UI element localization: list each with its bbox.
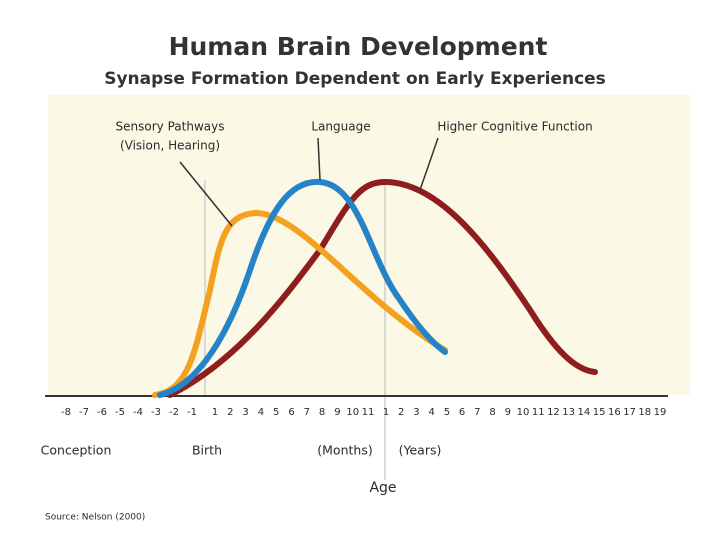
curve-label: Sensory Pathways	[116, 120, 225, 134]
tick-label: 4	[258, 407, 264, 418]
axis-label: (Years)	[399, 443, 442, 458]
tick-label: 5	[444, 407, 450, 418]
tick-label: 3	[413, 407, 419, 418]
tick-label: 13	[562, 407, 575, 418]
tick-label: 11	[362, 407, 375, 418]
tick-label: 7	[474, 407, 480, 418]
tick-label: 8	[319, 407, 325, 418]
tick-label: 17	[623, 407, 636, 418]
tick-label: -2	[169, 407, 179, 418]
tick-label: 19	[654, 407, 667, 418]
leader-line	[179, 161, 233, 227]
axis-label: Conception	[41, 443, 112, 458]
tick-label: 7	[304, 407, 310, 418]
tick-label: 2	[227, 407, 233, 418]
tick-label: -5	[115, 407, 125, 418]
curve-label: (Vision, Hearing)	[120, 139, 220, 153]
title: Human Brain Development	[169, 32, 548, 61]
curve-label: Higher Cognitive Function	[437, 120, 592, 134]
tick-label: 9	[505, 407, 511, 418]
tick-label: 15	[593, 407, 606, 418]
tick-label: 3	[242, 407, 248, 418]
tick-label: 11	[532, 407, 545, 418]
tick-label: 5	[273, 407, 279, 418]
tick-label: 1	[212, 407, 218, 418]
axis-label: (Months)	[317, 443, 372, 458]
tick-label: 12	[547, 407, 560, 418]
sensory-curve	[152, 209, 448, 398]
tick-label: 10	[346, 407, 359, 418]
tick-label: 2	[398, 407, 404, 418]
tick-label: -4	[133, 407, 143, 418]
source: Source: Nelson (2000)	[45, 513, 145, 523]
tick-label: -6	[97, 407, 107, 418]
curve-label: Language	[311, 120, 370, 134]
tick-label: -7	[79, 407, 89, 418]
leader-line	[317, 137, 321, 181]
higher-curve	[167, 178, 598, 398]
subtitle: Synapse Formation Dependent on Early Exp…	[104, 69, 606, 89]
tick-label: 16	[608, 407, 621, 418]
tick-labels: -8 -7 -6 -5 -4 -3 -2 -1 1 2 3 4 5 6 7 8 9 10 11 1 2 3 4 5 6 7 8 9 10…	[61, 407, 666, 418]
tick-label: 6	[459, 407, 465, 418]
tick-label: 10	[517, 407, 530, 418]
tick-label: 9	[334, 407, 340, 418]
tick-label: 8	[489, 407, 495, 418]
axis-label: Birth	[192, 443, 222, 458]
leader-line	[419, 137, 439, 191]
language-curve	[157, 178, 448, 398]
tick-label: -3	[151, 407, 161, 418]
tick-label: 1	[383, 407, 389, 418]
tick-label: 6	[288, 407, 294, 418]
tick-label: 4	[428, 407, 434, 418]
tick-label: 14	[578, 407, 591, 418]
axis-label: Age	[369, 480, 396, 496]
tick-label: 18	[638, 407, 651, 418]
tick-label: -8	[61, 407, 71, 418]
tick-label: -1	[187, 407, 197, 418]
